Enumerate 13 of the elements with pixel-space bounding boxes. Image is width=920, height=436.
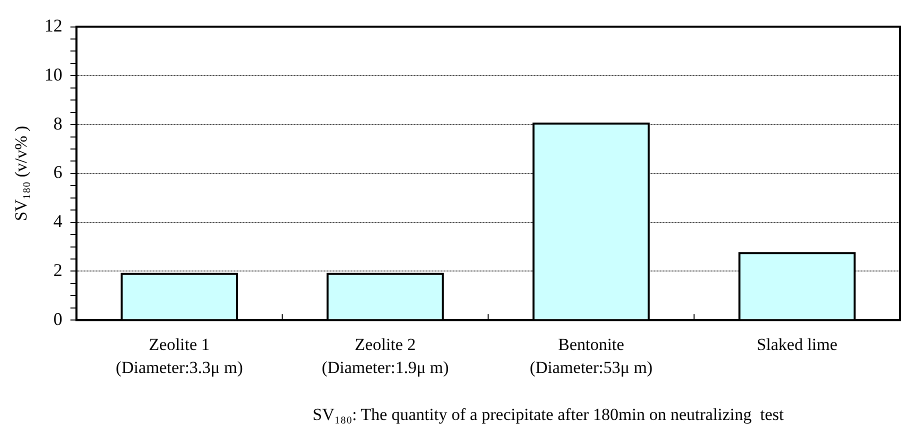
y-tick-label: 12	[44, 16, 62, 36]
y-axis-title: SV₁₈₀ (v/v% )	[12, 126, 31, 222]
x-tick-label: Zeolite 2 (Diameter:1.9μ m)	[322, 335, 449, 377]
y-tick-label: 0	[53, 308, 62, 329]
x-tick-label: Zeolite 1 (Diameter:3.3μ m)	[116, 335, 243, 377]
y-tick-label: 8	[53, 113, 62, 134]
y-tick-label: 6	[53, 162, 62, 182]
y-tick-label: 2	[53, 260, 62, 280]
text: SV₁₈₀: The quantity of a precipitate after 180min on neutralizing test	[312, 405, 784, 424]
x-tick-label: Bentonite (Diameter:53μ m)	[530, 335, 653, 377]
y-tick-label: 10	[44, 64, 62, 84]
x-tick-label: Slaked lime	[756, 335, 838, 354]
y-tick-label: 4	[53, 211, 62, 232]
